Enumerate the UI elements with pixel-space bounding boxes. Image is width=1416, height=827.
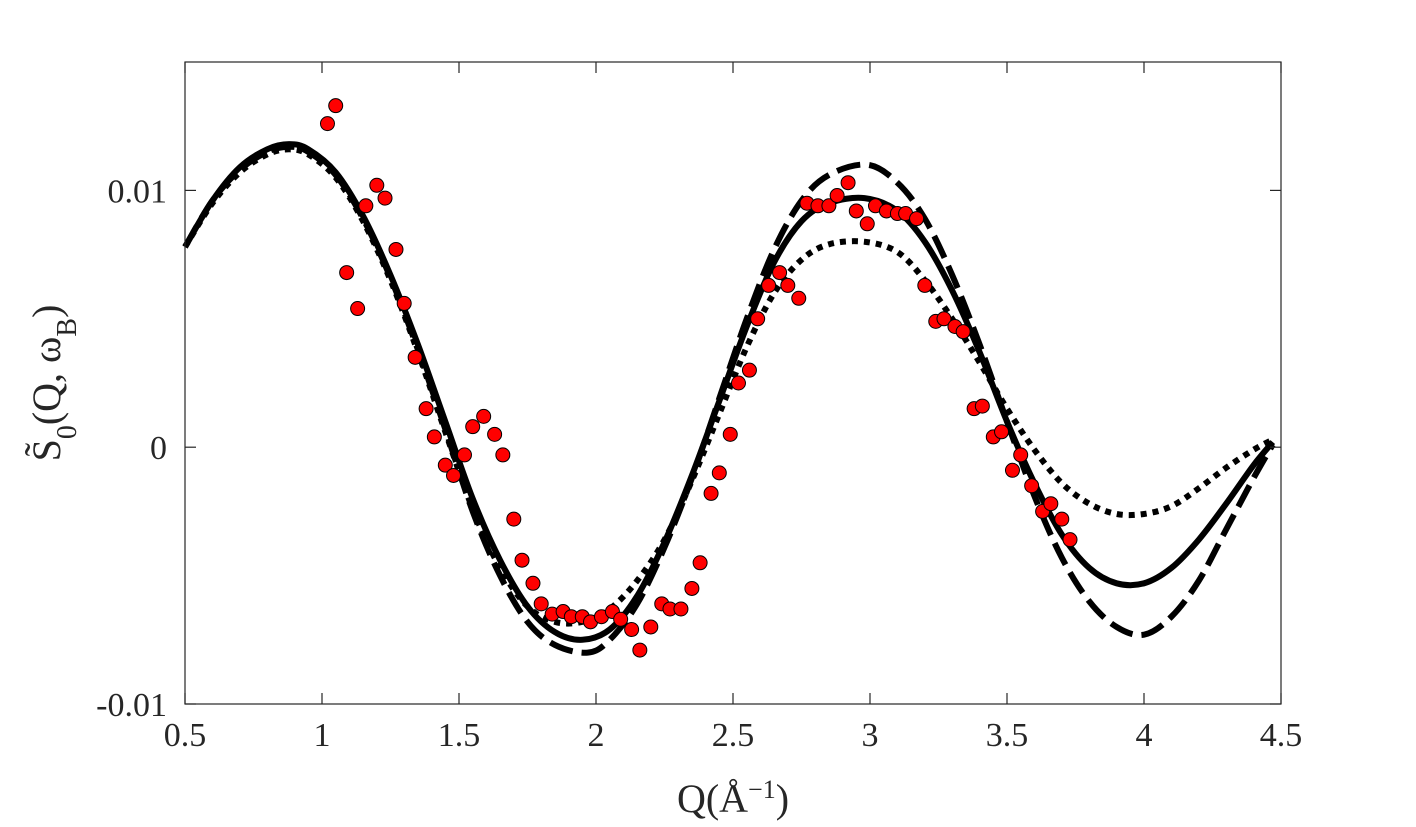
data-point: [761, 277, 777, 293]
data-point: [711, 465, 727, 481]
data-point: [917, 277, 933, 293]
x-tick-label: 4: [1136, 717, 1153, 754]
data-point: [476, 408, 492, 424]
data-point: [1062, 532, 1078, 548]
data-point: [465, 419, 481, 435]
y-tick-label: -0.01: [96, 687, 167, 724]
data-point: [703, 485, 719, 501]
data-point: [369, 177, 385, 193]
x-tick-label: 1.5: [438, 717, 481, 754]
x-tick-label: 2.5: [712, 717, 755, 754]
data-point: [821, 198, 837, 214]
series-line-dashed: [182, 143, 1276, 656]
data-point: [722, 426, 738, 442]
data-point: [1004, 462, 1020, 478]
data-point: [396, 295, 412, 311]
data-point: [418, 401, 434, 417]
data-point: [525, 575, 541, 591]
x-tick-label: 1: [314, 717, 331, 754]
tick-labels: 0.5 1 1.5 2 2.5 3 3.5 4 4.5 -0.01 0 0.01: [96, 173, 1302, 754]
data-point: [780, 277, 796, 293]
data-point: [437, 457, 453, 473]
data-point: [772, 265, 788, 281]
data-point: [684, 580, 700, 596]
data-point: [848, 203, 864, 219]
data-point: [377, 190, 393, 206]
x-tick-label: 0.5: [164, 717, 207, 754]
x-axis-label: Q(Å−1): [677, 775, 789, 822]
data-point: [692, 555, 708, 571]
series-lines: [182, 141, 1276, 656]
data-point: [446, 467, 462, 483]
y-axis-label: S̃0(Q, ωB): [24, 305, 83, 462]
data-point: [506, 511, 522, 527]
x-tick-label: 3: [862, 717, 879, 754]
data-point: [613, 611, 629, 627]
data-point: [426, 429, 442, 445]
data-point: [643, 619, 659, 635]
data-point: [791, 290, 807, 306]
data-point: [487, 426, 503, 442]
data-point: [624, 622, 640, 638]
data-point: [339, 265, 355, 281]
data-point: [673, 601, 689, 617]
data-point: [407, 349, 423, 365]
data-point: [350, 301, 366, 317]
data-point: [741, 362, 757, 378]
data-point: [1024, 478, 1040, 494]
data-point: [328, 98, 344, 114]
x-tick-label: 3.5: [986, 717, 1029, 754]
data-point: [1054, 511, 1070, 527]
data-point: [829, 188, 845, 204]
data-point: [730, 375, 746, 391]
data-point: [974, 398, 990, 414]
axis-ticks: [184, 62, 1282, 705]
x-tick-label: 2: [588, 717, 605, 754]
data-markers: [319, 98, 1078, 658]
data-point: [1013, 447, 1029, 463]
data-point: [495, 447, 511, 463]
data-point: [859, 216, 875, 232]
x-tick-label: 4.5: [1260, 717, 1303, 754]
data-point: [936, 311, 952, 327]
data-point: [514, 552, 530, 568]
data-point: [955, 324, 971, 340]
data-point: [840, 175, 856, 191]
data-point: [319, 116, 335, 132]
data-point: [994, 424, 1010, 440]
data-point: [456, 447, 472, 463]
data-point: [909, 211, 925, 227]
data-point: [750, 311, 766, 327]
data-point: [1043, 496, 1059, 512]
data-point: [632, 642, 648, 658]
y-tick-label: 0.01: [108, 173, 168, 210]
y-tick-label: 0: [150, 430, 167, 467]
data-point: [533, 596, 549, 612]
plot-area: [182, 98, 1276, 658]
data-point: [358, 198, 374, 214]
data-point: [388, 241, 404, 257]
